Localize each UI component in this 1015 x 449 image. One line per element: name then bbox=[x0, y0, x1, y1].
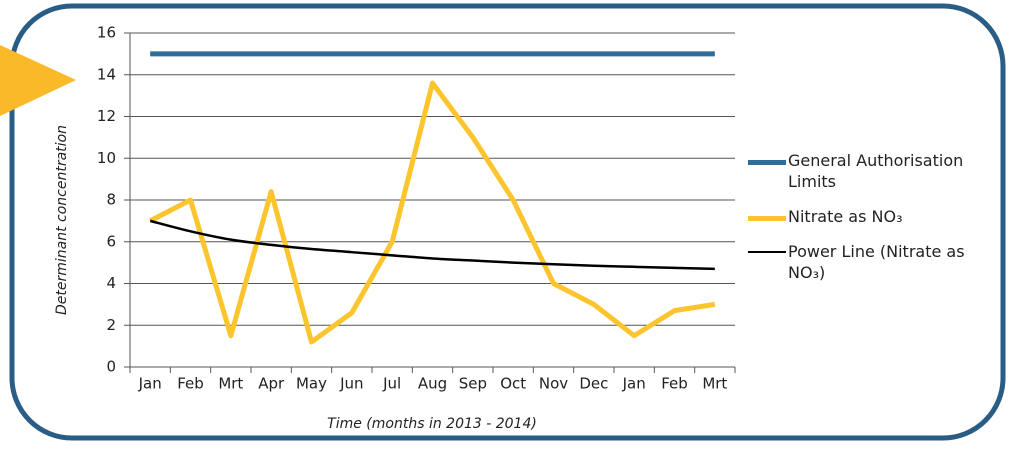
y-tick-label: 10 bbox=[97, 149, 116, 167]
legend-label: Power Line (Nitrate as NO₃) bbox=[788, 242, 965, 282]
x-tick-label: Jul bbox=[382, 375, 401, 393]
y-tick-label: 6 bbox=[106, 232, 116, 250]
pointer bbox=[0, 45, 76, 116]
x-tick-label: Aug bbox=[418, 375, 447, 393]
x-tick-label: Mrt bbox=[702, 375, 727, 393]
y-tick-label: 14 bbox=[97, 65, 116, 83]
x-tick-label: Nov bbox=[539, 375, 568, 393]
x-axis-label: Time (months in 2013 - 2014) bbox=[327, 416, 537, 432]
x-tick-label: Feb bbox=[177, 375, 204, 393]
x-tick-label: Jan bbox=[138, 375, 162, 393]
series-line bbox=[149, 80, 716, 345]
x-tick-label: Dec bbox=[579, 375, 608, 393]
y-tick-label: 16 bbox=[97, 24, 116, 42]
x-tick-label: Jan bbox=[622, 375, 646, 393]
frame bbox=[9, 3, 1006, 441]
legend-item: Nitrate as NO₃ bbox=[748, 206, 998, 227]
legend-item: Power Line (Nitrate as NO₃) bbox=[748, 241, 998, 283]
x-tick-label: May bbox=[296, 375, 327, 393]
legend-item: General Authorisation Limits bbox=[748, 150, 998, 192]
y-axis-label: Determinant concentration bbox=[54, 125, 70, 315]
legend-label: General Authorisation Limits bbox=[788, 151, 964, 191]
series-line bbox=[149, 219, 715, 271]
y-tick-label: 8 bbox=[106, 191, 116, 209]
x-tick-label: Mrt bbox=[218, 375, 243, 393]
x-tick-label: Jun bbox=[339, 375, 363, 393]
y-tick-label: 2 bbox=[106, 316, 116, 334]
x-tick-label: Apr bbox=[258, 375, 285, 393]
x-tick-label: Sep bbox=[459, 375, 487, 393]
legend-swatch bbox=[748, 251, 786, 253]
y-tick-label: 12 bbox=[97, 107, 116, 125]
legend-swatch bbox=[748, 216, 786, 221]
y-tick-label: 0 bbox=[106, 358, 116, 376]
x-tick-label: Oct bbox=[500, 375, 526, 393]
legend-label: Nitrate as NO₃ bbox=[788, 207, 903, 226]
legend: General Authorisation Limits Nitrate as N… bbox=[748, 150, 998, 297]
x-tick-label: Feb bbox=[661, 375, 688, 393]
legend-swatch bbox=[748, 160, 786, 165]
y-tick-label: 4 bbox=[106, 274, 116, 292]
